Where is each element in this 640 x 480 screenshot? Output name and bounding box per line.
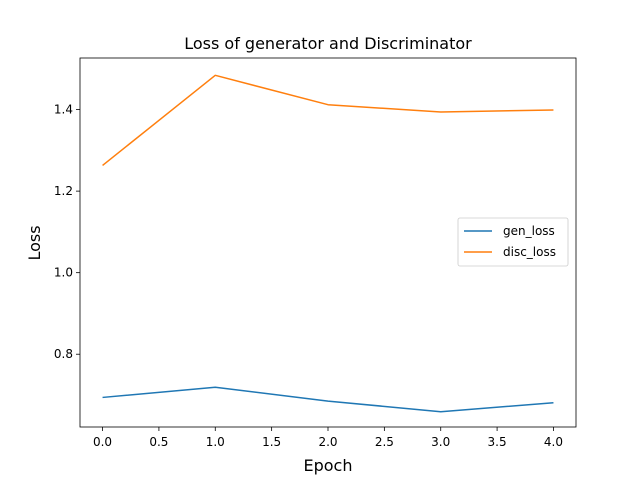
x-tick-label: 2.5 bbox=[375, 435, 394, 449]
series-line-gen-loss bbox=[102, 386, 554, 413]
legend-box bbox=[457, 217, 569, 267]
x-tick-label: 4.0 bbox=[544, 435, 563, 449]
y-axis: 0.8 1.0 1.2 1.4 bbox=[54, 103, 80, 361]
x-axis: 0.0 0.5 1.0 1.5 2.0 2.5 3.0 3.5 4.0 bbox=[93, 427, 563, 449]
x-axis-label: Epoch bbox=[304, 456, 353, 475]
y-tick-label: 1.2 bbox=[54, 184, 73, 198]
x-tick-label: 3.0 bbox=[431, 435, 450, 449]
chart-title: Loss of generator and Discriminator bbox=[184, 34, 472, 53]
x-tick-label: 2.0 bbox=[318, 435, 337, 449]
y-axis-label: Loss bbox=[25, 225, 44, 260]
x-tick-label: 0.5 bbox=[149, 435, 168, 449]
series-line-disc-loss bbox=[102, 74, 554, 167]
x-tick-label: 3.5 bbox=[488, 435, 507, 449]
x-tick-label: 1.0 bbox=[206, 435, 225, 449]
legend-entry-label: gen_loss bbox=[503, 224, 555, 238]
y-tick-label: 0.8 bbox=[54, 347, 73, 361]
series-lines bbox=[102, 74, 554, 413]
legend-entry-label: disc_loss bbox=[503, 245, 556, 259]
y-tick-label: 1.0 bbox=[54, 266, 73, 280]
x-tick-label: 1.5 bbox=[262, 435, 281, 449]
legend: gen_loss disc_loss bbox=[457, 217, 569, 267]
y-tick-label: 1.4 bbox=[54, 103, 73, 117]
x-tick-label: 0.0 bbox=[93, 435, 112, 449]
